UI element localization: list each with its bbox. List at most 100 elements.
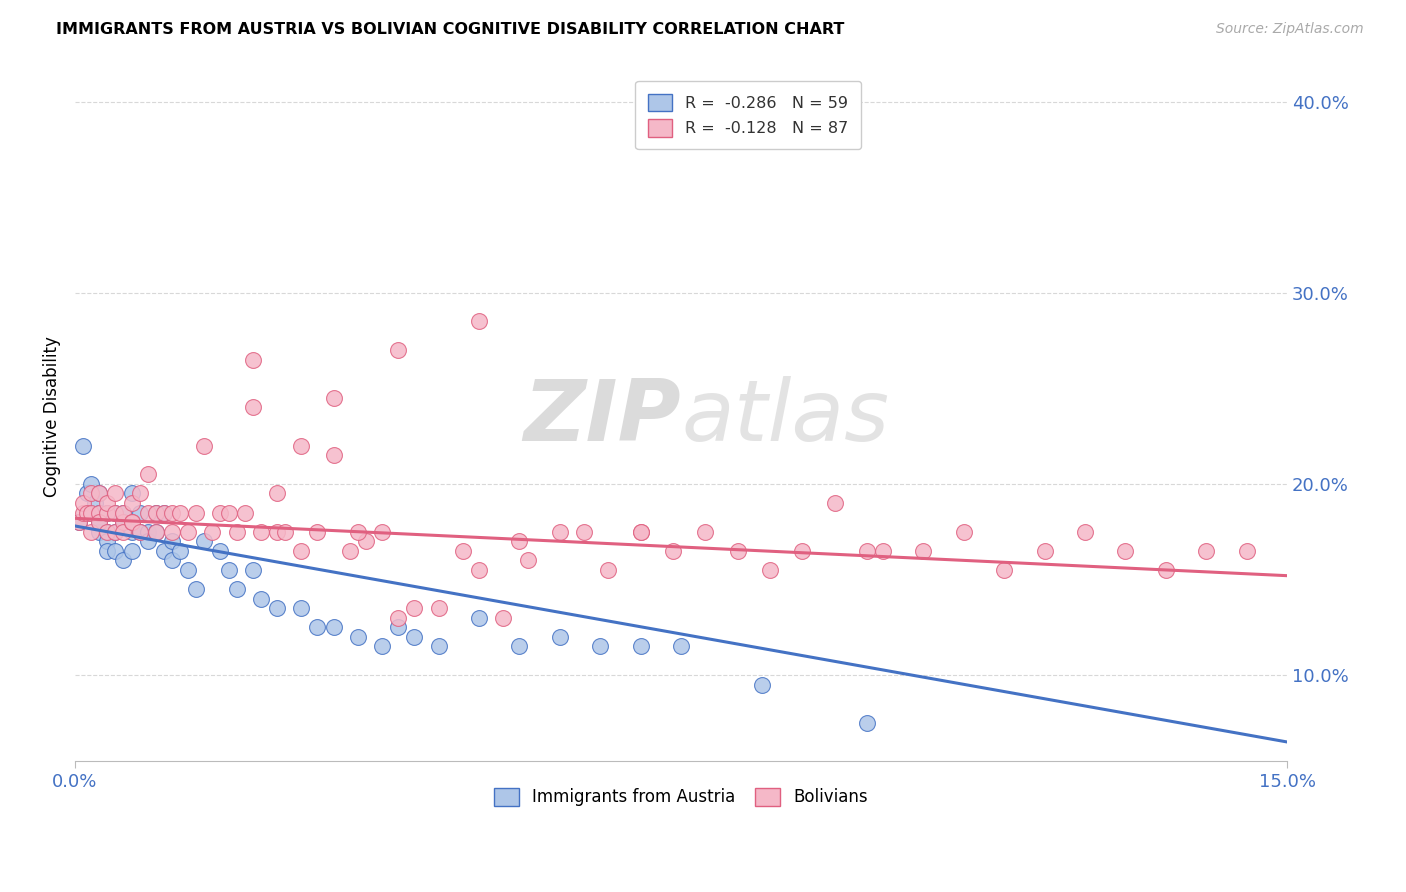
Point [121,515,143,529]
Point [371,524,394,539]
Point [468,611,491,625]
Point [225,524,247,539]
Point [346,630,368,644]
Point [96,534,118,549]
Point [572,524,595,539]
Point [153,506,176,520]
Point [751,678,773,692]
Point [89,486,111,500]
Point [242,563,264,577]
Point [322,620,344,634]
Point [72,496,94,510]
Point [307,620,329,634]
Point [128,524,150,539]
Point [136,524,159,539]
Point [1033,544,1056,558]
Point [128,486,150,500]
Point [427,640,450,654]
Point [121,524,143,539]
Point [136,506,159,520]
Point [104,524,127,539]
Point [792,544,814,558]
Point [387,343,409,358]
Point [404,630,426,644]
Point [67,515,90,529]
Point [242,352,264,367]
Point [1074,524,1097,539]
Point [387,620,409,634]
Point [169,506,191,520]
Point [128,506,150,520]
Y-axis label: Cognitive Disability: Cognitive Disability [44,336,60,498]
Point [695,524,717,539]
Point [662,544,685,558]
Point [121,544,143,558]
Point [598,563,620,577]
Point [121,496,143,510]
Point [89,515,111,529]
Point [104,544,127,558]
Point [307,524,329,539]
Point [209,544,232,558]
Point [759,563,782,577]
Point [274,524,297,539]
Point [201,524,224,539]
Point [404,601,426,615]
Point [266,524,288,539]
Point [630,640,652,654]
Point [1236,544,1258,558]
Point [630,524,652,539]
Point [339,544,361,558]
Point [468,314,491,328]
Point [80,524,103,539]
Point [80,506,103,520]
Point [112,506,135,520]
Point [177,563,200,577]
Point [548,630,571,644]
Point [912,544,935,558]
Point [160,524,183,539]
Point [953,524,976,539]
Point [96,524,118,539]
Text: Source: ZipAtlas.com: Source: ZipAtlas.com [1216,22,1364,37]
Text: IMMIGRANTS FROM AUSTRIA VS BOLIVIAN COGNITIVE DISABILITY CORRELATION CHART: IMMIGRANTS FROM AUSTRIA VS BOLIVIAN COGN… [56,22,845,37]
Point [218,563,240,577]
Point [72,439,94,453]
Point [193,534,215,549]
Point [1195,544,1218,558]
Point [856,715,879,730]
Point [856,544,879,558]
Point [508,640,530,654]
Point [112,515,135,529]
Point [112,553,135,567]
Point [872,544,894,558]
Point [233,506,256,520]
Point [76,486,98,500]
Point [177,524,200,539]
Point [193,439,215,453]
Point [824,496,846,510]
Point [371,640,394,654]
Point [548,524,571,539]
Point [322,391,344,405]
Point [80,486,103,500]
Point [76,506,98,520]
Point [112,524,135,539]
Point [89,506,111,520]
Point [96,544,118,558]
Point [145,506,167,520]
Point [427,601,450,615]
Point [218,506,240,520]
Point [727,544,749,558]
Text: atlas: atlas [681,376,889,458]
Point [451,544,474,558]
Point [209,506,232,520]
Point [104,506,127,520]
Point [250,591,273,606]
Point [290,601,312,615]
Point [89,486,111,500]
Point [145,524,167,539]
Legend: Immigrants from Austria, Bolivians: Immigrants from Austria, Bolivians [485,780,877,814]
Point [84,496,107,510]
Point [1114,544,1136,558]
